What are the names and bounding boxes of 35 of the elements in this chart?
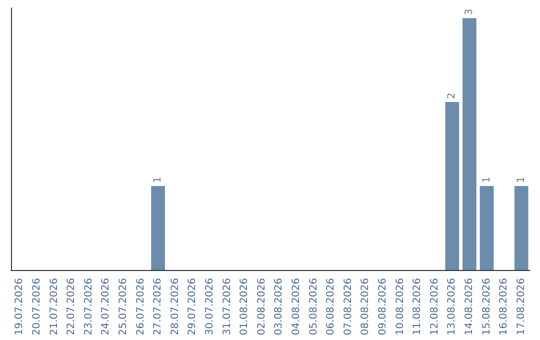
x-tick-label: 28.07.2026 [170, 278, 181, 336]
x-tick-label: 12.08.2026 [429, 278, 440, 336]
data-label: 1 [481, 176, 492, 184]
x-tick-label: 14.08.2026 [464, 278, 475, 336]
x-tick-label: 25.07.2026 [118, 278, 129, 336]
x-tick-label: 27.07.2026 [152, 278, 164, 336]
x-tick-label: 06.08.2026 [326, 278, 337, 336]
x-tick-label: 19.07.2026 [14, 278, 26, 336]
x-tick-label: 31.07.2026 [222, 278, 233, 336]
data-label: 1 [152, 176, 164, 184]
x-tick-label: 30.07.2026 [204, 278, 216, 336]
x-tick-label: 16.08.2026 [498, 278, 510, 336]
x-tick-label: 11.08.2026 [412, 278, 424, 336]
data-label: 3 [464, 8, 475, 16]
x-tick-label: 08.08.2026 [360, 278, 372, 336]
x-tick-label: 22.07.2026 [66, 278, 78, 336]
x-tick-label: 07.08.2026 [342, 278, 354, 336]
x-tick-label: 26.07.2026 [135, 278, 146, 336]
x-tick-label: 02.08.2026 [256, 278, 268, 336]
x-tick-label: 29.07.2026 [187, 278, 198, 336]
x-tick-label: 24.07.2026 [100, 278, 112, 336]
x-tick-label: 17.08.2026 [516, 278, 527, 336]
x-tick-label: 01.08.2026 [239, 278, 250, 336]
x-tick-label: 05.08.2026 [308, 278, 320, 336]
x-tick-label: 13.08.2026 [446, 278, 458, 336]
data-label: 1 [516, 176, 527, 184]
x-tick-label: 15.08.2026 [481, 278, 492, 336]
x-tick-label: 03.08.2026 [274, 278, 285, 336]
x-tick-label: 10.08.2026 [394, 278, 406, 336]
x-tick-label: 04.08.2026 [290, 278, 302, 336]
x-tick-label: 23.07.2026 [83, 278, 94, 336]
x-tick-label: 21.07.2026 [48, 278, 60, 336]
x-tick-label: 20.07.2026 [31, 278, 42, 336]
data-label: 2 [446, 92, 458, 100]
x-tick-label: 09.08.2026 [377, 278, 388, 336]
